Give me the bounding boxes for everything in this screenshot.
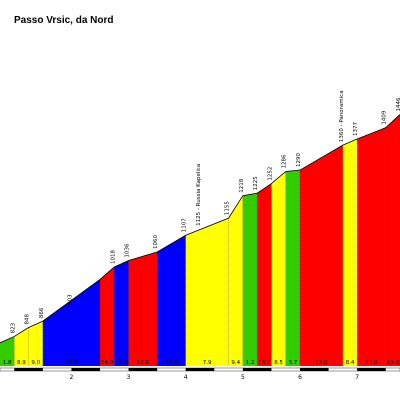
gradient-label-12: 13.0 bbox=[258, 360, 271, 366]
x-axis-km-bar-2 bbox=[71, 368, 100, 371]
altitude-label-9: 1125 - Russia Kapelica bbox=[196, 164, 202, 226]
x-axis-km-bar-4 bbox=[185, 368, 215, 371]
profile-segment-3 bbox=[28, 321, 43, 366]
profile-segment-4 bbox=[42, 279, 100, 366]
gradient-label-16: 8.4 bbox=[346, 360, 355, 366]
altitude-label-4: 903 bbox=[67, 294, 73, 305]
x-axis-km-bar-5 bbox=[242, 368, 272, 371]
altitude-label-11: 1218 bbox=[239, 178, 245, 192]
profile-segment-10 bbox=[228, 195, 243, 366]
altitude-label-18: 1409 bbox=[382, 110, 388, 124]
altitude-label-12: 1225 bbox=[253, 176, 259, 190]
profile-segment-8 bbox=[157, 235, 186, 366]
gradient-label-8: 11.0 bbox=[165, 360, 178, 366]
profile-segment-18 bbox=[385, 114, 400, 367]
km-tick-label-4: 4 bbox=[184, 374, 188, 381]
x-axis-km-bar-7 bbox=[357, 368, 386, 371]
profile-segment-13 bbox=[271, 171, 286, 366]
gradient-label-7: 12.0 bbox=[137, 360, 150, 366]
altitude-label-1: 823 bbox=[10, 322, 16, 333]
gradient-label-4: 11.0 bbox=[65, 360, 78, 366]
profile-segment-16 bbox=[342, 139, 358, 366]
gradient-label-11: 1.2 bbox=[246, 360, 255, 366]
gradient-label-15: 13.0 bbox=[315, 360, 328, 366]
gradient-label-9: 7.9 bbox=[203, 360, 212, 366]
altitude-label-2: 848 bbox=[25, 314, 31, 325]
profile-segment-5 bbox=[100, 266, 115, 366]
profile-segment-2 bbox=[14, 327, 29, 366]
gradient-label-2: 8.9 bbox=[17, 360, 26, 366]
profile-segment-15 bbox=[300, 145, 343, 366]
km-tick-label-6: 6 bbox=[298, 374, 302, 381]
altitude-label-17: 1377 bbox=[353, 122, 359, 136]
x-axis-km-bar-1 bbox=[14, 368, 43, 371]
profile-segment-9 bbox=[185, 218, 229, 366]
gradient-label-13: 8.5 bbox=[274, 360, 283, 366]
gradient-label-3: 9.0 bbox=[31, 360, 40, 366]
altitude-label-8: 1107 bbox=[182, 218, 188, 232]
km-tick-label-2: 2 bbox=[70, 374, 74, 381]
profile-segment-14 bbox=[285, 170, 300, 366]
altitude-label-10: 1155 bbox=[225, 201, 231, 215]
chart-title: Passo Vrsic, da Nord bbox=[14, 15, 114, 26]
altitude-label-3: 866 bbox=[39, 307, 45, 318]
gradient-label-18: 13.0 bbox=[387, 360, 400, 366]
x-axis-km-bar-3 bbox=[128, 368, 158, 371]
profile-segment-1 bbox=[0, 336, 15, 366]
profile-segment-11 bbox=[242, 193, 258, 366]
profile-segment-17 bbox=[357, 127, 386, 366]
km-tick-label-7: 7 bbox=[355, 374, 359, 381]
gradient-label-10: 9.4 bbox=[231, 360, 240, 366]
profile-segment-12 bbox=[257, 183, 272, 366]
profile-segment-6 bbox=[114, 260, 129, 366]
gradient-label-14: 3.7 bbox=[288, 360, 297, 366]
x-axis-km-bar-6 bbox=[300, 368, 329, 371]
altitude-label-19: 1446 bbox=[396, 97, 400, 111]
altitude-label-16: 1360 - Panoramica bbox=[339, 90, 345, 142]
gradient-label-5: 14.0 bbox=[101, 360, 114, 366]
profile-segment-7 bbox=[128, 251, 158, 366]
altitude-label-15: 1290 bbox=[296, 153, 302, 167]
altitude-label-6: 1036 bbox=[125, 243, 131, 257]
altitude-label-7: 1060 bbox=[153, 234, 159, 248]
gradient-label-6: 11.0 bbox=[115, 360, 128, 366]
km-tick-label-5: 5 bbox=[241, 374, 245, 381]
gradient-label-17: 10.0 bbox=[365, 360, 378, 366]
altitude-label-5: 1018 bbox=[110, 249, 116, 263]
altitude-label-14: 1286 bbox=[282, 154, 288, 168]
altitude-label-13: 1252 bbox=[267, 167, 273, 181]
gradient-label-1: 1.8 bbox=[3, 360, 12, 366]
km-tick-label-3: 3 bbox=[127, 374, 131, 381]
